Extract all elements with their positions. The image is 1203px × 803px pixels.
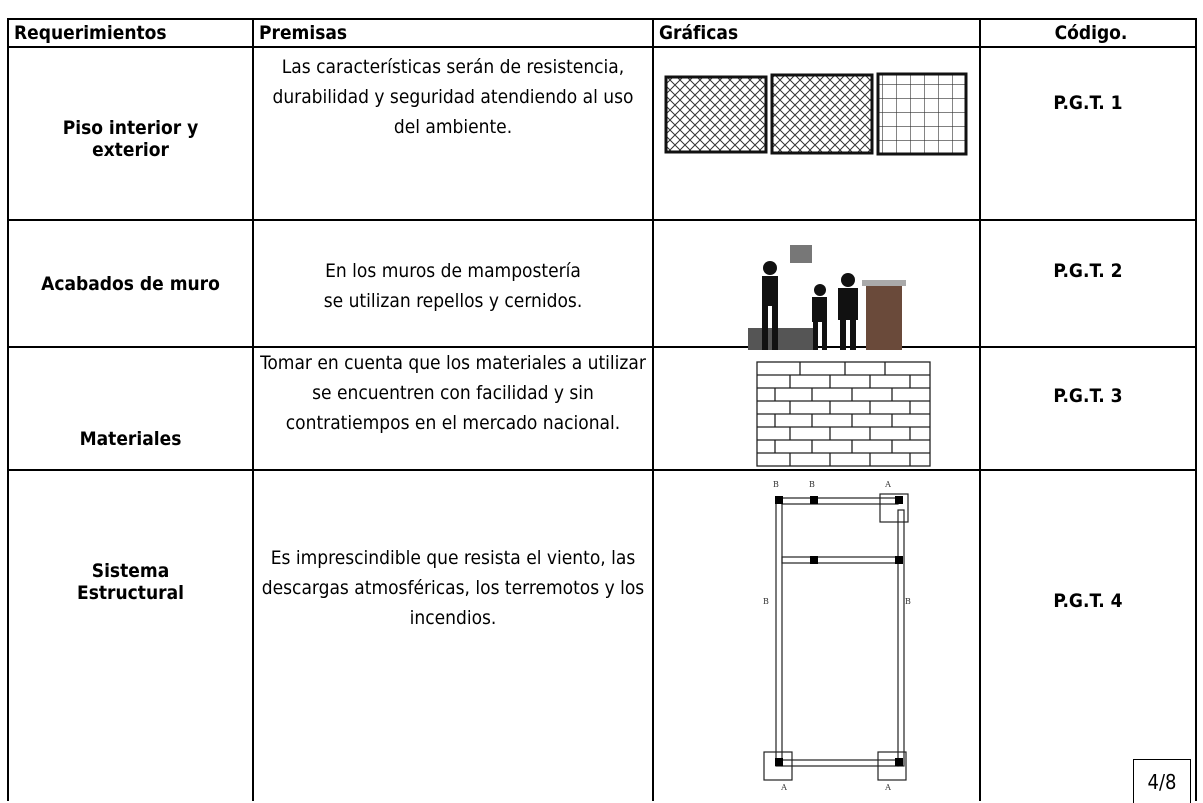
rule: [8, 469, 1196, 471]
code: P.G.T. 4: [1053, 590, 1123, 612]
header-cell: Código.: [1054, 22, 1128, 44]
rule: [979, 18, 981, 801]
rule: [8, 346, 1196, 348]
rule: [1195, 18, 1197, 801]
figure-label: B: [809, 480, 815, 489]
premise: Es imprescindible que resista el viento,…: [261, 547, 645, 629]
figure-label: B: [773, 480, 779, 489]
rule: [8, 18, 1196, 20]
rule: [8, 219, 1196, 221]
structure-graphic: [763, 493, 909, 781]
rule: [8, 46, 1196, 48]
requirement: Sistema Estructural: [77, 560, 184, 604]
page-number: 4/8: [1133, 759, 1191, 803]
rule: [652, 18, 654, 801]
requirement: Acabados de muro: [41, 273, 220, 295]
rule: [7, 18, 9, 801]
header-cell: Premisas: [259, 22, 348, 44]
figure-label: A: [884, 783, 891, 792]
figure-label: A: [780, 783, 787, 792]
figure-label: B: [763, 597, 769, 606]
floor-graphic: [664, 72, 968, 156]
rule: [252, 18, 254, 801]
code: P.G.T. 1: [1053, 92, 1123, 114]
workers-graphic: [748, 245, 906, 350]
header-cell: Gráficas: [659, 22, 739, 44]
header-cell: Requerimientos: [14, 22, 167, 44]
figure-label: A: [884, 480, 891, 489]
premise: En los muros de mampostería se utilizan …: [323, 260, 583, 312]
premise: Las características serán de resistencia…: [272, 56, 634, 138]
code: P.G.T. 3: [1053, 385, 1123, 407]
brick-graphic: [756, 361, 931, 467]
requirement: Piso interior y exterior: [62, 117, 199, 161]
premise: Tomar en cuenta que los materiales a uti…: [260, 352, 646, 434]
figure-label: B: [905, 597, 911, 606]
requirement: Materiales: [79, 428, 182, 450]
code: P.G.T. 2: [1053, 260, 1123, 282]
